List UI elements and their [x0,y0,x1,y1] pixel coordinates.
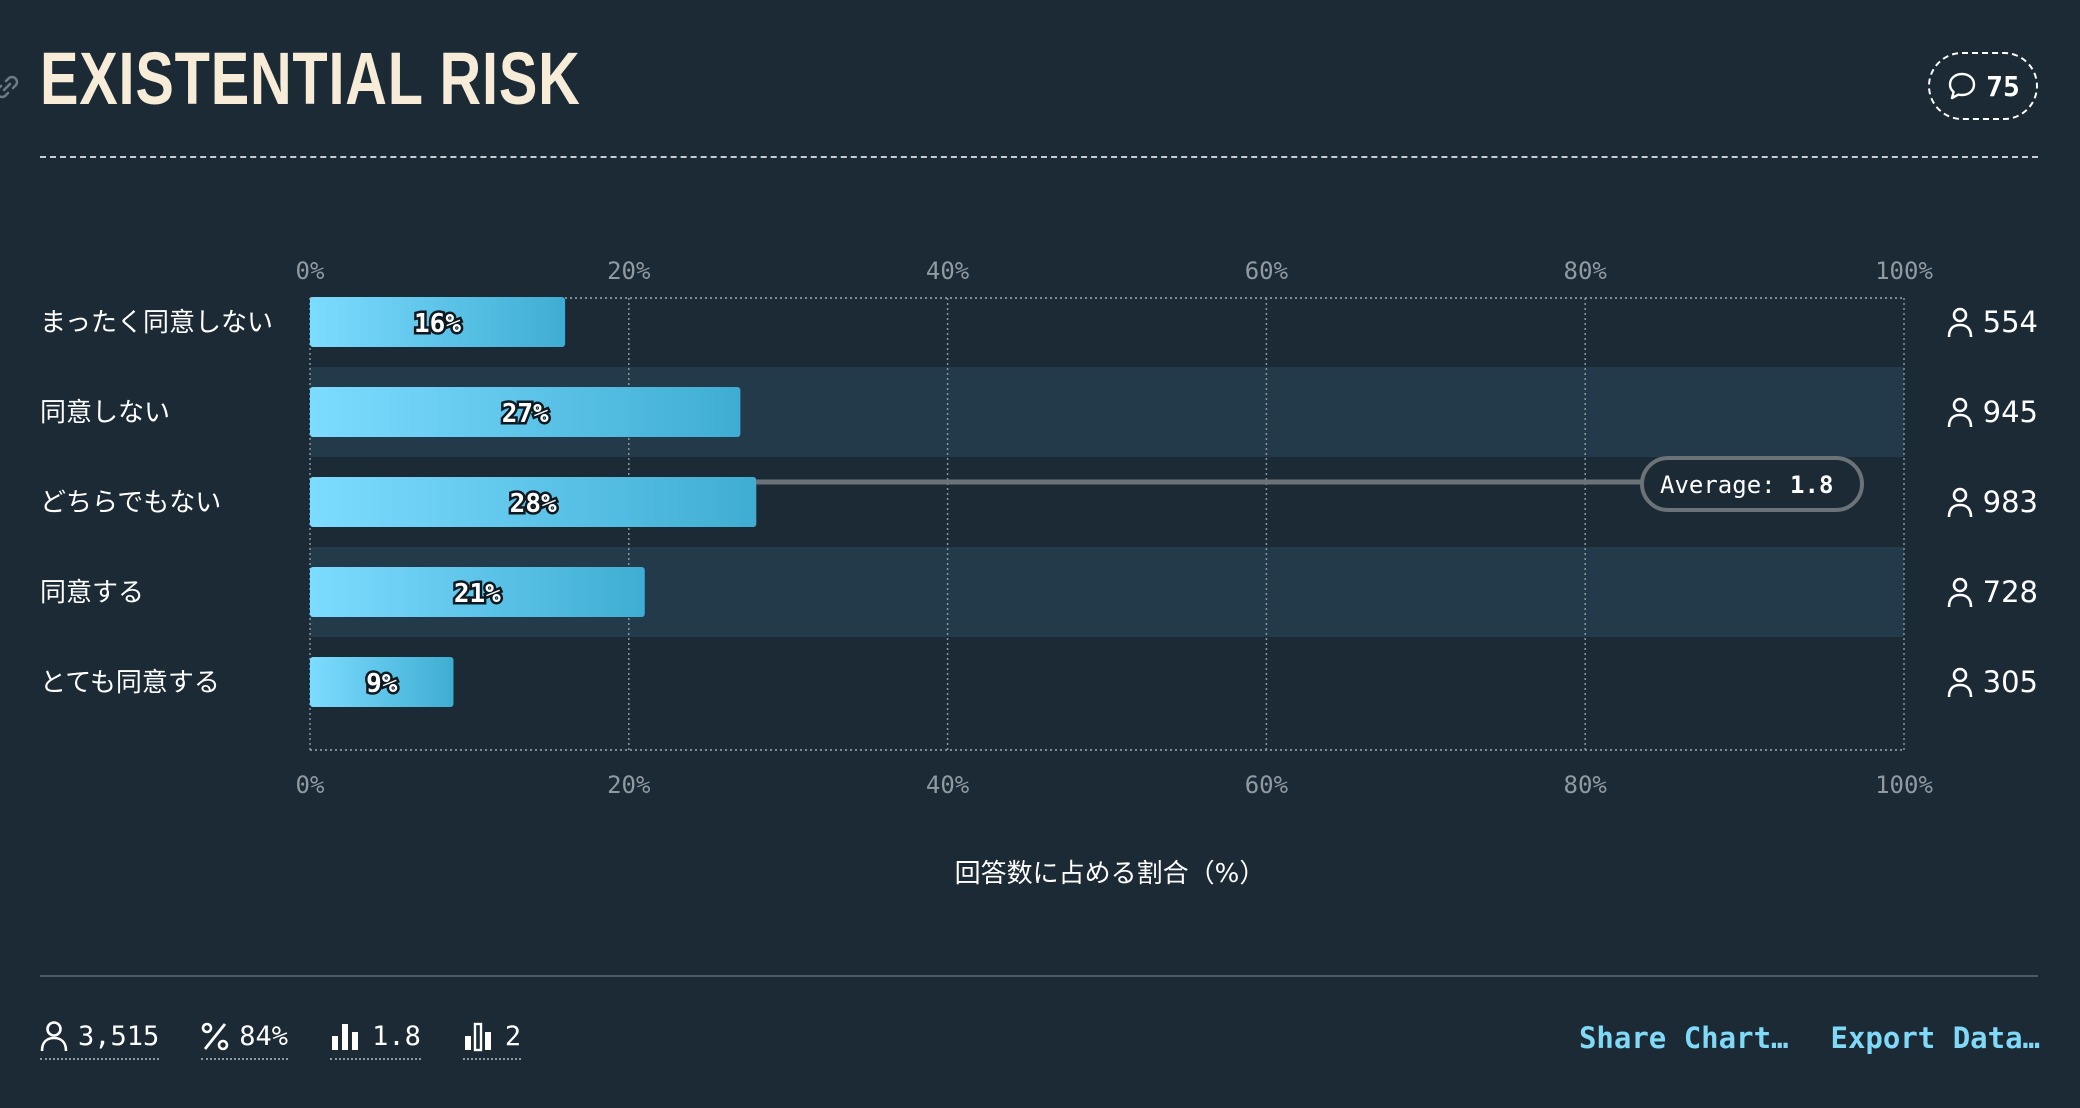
category-label: 同意する [40,578,144,608]
category-label: どちらでもない [40,488,221,518]
x-tick-label-bottom: 60% [1245,771,1289,799]
person-icon [1947,307,1973,338]
bar-value-label: 21% [454,579,501,609]
bar-value-label: 28% [510,489,557,519]
x-tick-label-bottom: 0% [296,771,325,799]
x-tick-label-bottom: 100% [1875,771,1933,799]
respondent-count: 305 [1983,665,2038,699]
stat-average[interactable]: 1.8 [330,1020,421,1060]
person-icon [1947,667,1973,698]
bar-value-label: 16% [414,309,461,339]
summary-stats: 3,515 84% 1.8 2 [40,1020,522,1060]
link-icon[interactable] [0,72,22,102]
bar[interactable] [310,477,757,527]
x-axis-title: 回答数に占める割合（%） [955,859,1266,889]
bar-value-label: 27% [502,399,549,429]
x-tick-label-top: 100% [1875,257,1933,285]
median-bar-icon [464,1022,491,1052]
page-title: EXISTENTIAL RISK [40,37,581,120]
bar[interactable] [310,297,566,347]
x-tick-label-bottom: 40% [926,771,970,799]
respondent-count: 983 [1983,485,2038,519]
person-icon [1947,577,1973,608]
stat-respondents[interactable]: 3,515 [40,1020,160,1060]
category-label: まったく同意しない [40,308,273,338]
average-label: Average: 1.8 [1660,471,1833,499]
x-tick-label-top: 20% [607,257,651,285]
share-chart-link[interactable]: Share Chart… [1578,1021,1789,1055]
header-divider [40,156,2038,158]
category-label: 同意しない [40,398,170,428]
category-label: とても同意する [40,668,220,698]
stat-respondents-value: 3,515 [78,1020,160,1052]
average-value: 1.8 [1790,471,1833,499]
x-tick-label-top: 80% [1564,257,1608,285]
bar[interactable] [310,657,454,707]
bar[interactable] [310,387,741,437]
bar-chart: 0% 0% 20% 20% 40% 40% 60% 60% 80% 80% 100% 100% Ave… [40,257,2038,889]
bar[interactable] [310,567,645,617]
stat-percent[interactable]: 84% [201,1020,289,1060]
average-badge [1640,456,1864,512]
percent-icon [201,1022,229,1051]
comments-button[interactable]: 75 [1928,52,2038,120]
stat-median-value: 2 [504,1020,522,1052]
respondent-count: 945 [1983,395,2038,429]
x-tick-label-top: 40% [926,257,970,285]
respondent-count: 728 [1983,575,2038,609]
bar-chart-icon [332,1024,359,1050]
export-data-link[interactable]: Export Data… [1830,1021,2040,1055]
person-icon [1947,397,1973,428]
respondent-count: 554 [1983,305,2038,339]
footer-divider [40,975,2038,977]
x-tick-label-top: 0% [296,257,325,285]
x-tick-label-bottom: 80% [1564,771,1608,799]
person-icon [40,1021,68,1052]
stat-percent-value: 84% [239,1020,289,1052]
person-icon [1947,487,1973,518]
chart-actions: Share Chart… Export Data… [1579,1024,2040,1053]
x-tick-label-bottom: 20% [607,771,651,799]
stat-median[interactable]: 2 [462,1020,522,1060]
comment-icon [1948,72,1976,100]
x-tick-label-top: 60% [1245,257,1289,285]
comment-count: 75 [1986,69,2020,103]
stat-average-value: 1.8 [372,1020,421,1052]
bar-value-label: 9% [366,669,398,699]
